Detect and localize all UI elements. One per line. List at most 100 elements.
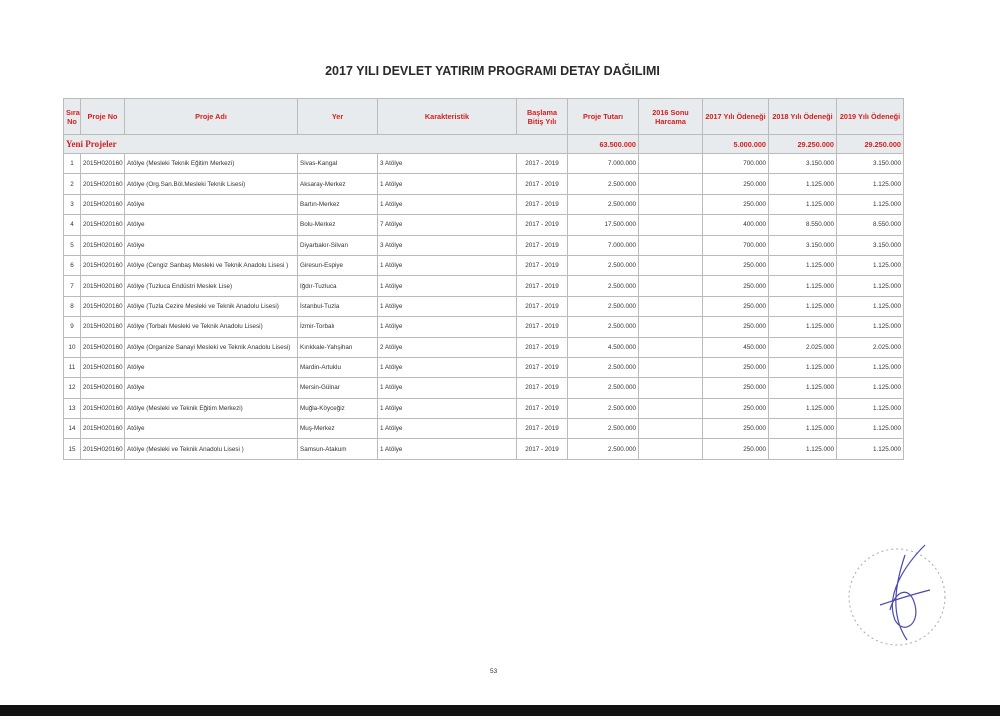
- table-cell: İzmir-Torbalı: [297, 316, 378, 338]
- table-cell: 2015H020160: [80, 275, 125, 297]
- table-cell: 1.125.000: [836, 316, 904, 338]
- table-cell: [638, 316, 703, 338]
- table-cell: [638, 275, 703, 297]
- table-cell: 1 Atölye: [377, 316, 517, 338]
- table-row: 1 2015H020160 Atölye (Mesleki Teknik Eğiti…: [63, 152, 904, 175]
- table-cell: 1.125.000: [768, 275, 837, 297]
- column-header: 2019 Yılı Ödeneği: [836, 98, 904, 135]
- table-cell: 450.000: [702, 336, 769, 358]
- table-cell: 3.150.000: [768, 152, 837, 175]
- table-header: Sıra No Proje No Proje Adı Yer Karakteristik…: [63, 98, 904, 135]
- table-cell: Atölye: [124, 418, 298, 440]
- table-cell: 2015H020160: [80, 316, 125, 338]
- table-cell: 1 Atölye: [377, 418, 517, 440]
- table-row: 11 2015H020160 Atölye Mardin-Artuklu 1 Atöly…: [63, 356, 904, 379]
- table-row: 10 2015H020160 Atölye (Organize Sanayi Mes…: [63, 336, 904, 358]
- table-cell: 250.000: [702, 397, 769, 420]
- table-cell: 2017 - 2019: [516, 418, 568, 440]
- table-cell: Atölye: [124, 193, 298, 216]
- table-cell: Atölye (Org.San.Böl.Mesleki Teknik Lises…: [124, 173, 298, 195]
- table-cell: 1.125.000: [768, 438, 837, 460]
- table-cell: 14: [63, 418, 81, 440]
- group-2018: 29.250.000: [768, 134, 837, 154]
- table-cell: 1.125.000: [836, 275, 904, 297]
- table-cell: 1.125.000: [836, 377, 904, 399]
- column-header: Proje No: [80, 98, 125, 135]
- table-cell: Atölye: [124, 356, 298, 379]
- table-cell: 1.125.000: [836, 173, 904, 195]
- table-cell: 2015H020160: [80, 356, 125, 379]
- table-cell: 2015H020160: [80, 418, 125, 440]
- table-cell: [638, 173, 703, 195]
- table-cell: Mardin-Artuklu: [297, 356, 378, 379]
- table-cell: Atölye: [124, 214, 298, 236]
- table-cell: Mersin-Gülnar: [297, 377, 378, 399]
- table-cell: 1.125.000: [836, 438, 904, 460]
- table-cell: Diyarbakır-Silvan: [297, 234, 378, 256]
- table-cell: 2.500.000: [567, 397, 639, 420]
- table-cell: 700.000: [702, 152, 769, 175]
- table-cell: 1 Atölye: [377, 173, 517, 195]
- table-cell: 2.500.000: [567, 295, 639, 318]
- table-cell: 2.500.000: [567, 275, 639, 297]
- table-cell: 250.000: [702, 356, 769, 379]
- table-cell: 1 Atölye: [377, 275, 517, 297]
- table-cell: 11: [63, 356, 81, 379]
- table-cell: 2017 - 2019: [516, 377, 568, 399]
- table-cell: 2.500.000: [567, 173, 639, 195]
- table-cell: 17.500.000: [567, 214, 639, 236]
- column-header: Proje Adı: [124, 98, 298, 135]
- table-cell: 2017 - 2019: [516, 152, 568, 175]
- table-cell: 2.025.000: [836, 336, 904, 358]
- page-number: 53: [490, 668, 498, 675]
- table-cell: 2015H020160: [80, 377, 125, 399]
- table-row: 6 2015H020160 Atölye (Cengiz Sanbaş Meslek…: [63, 254, 904, 277]
- column-header: 2017 Yılı Ödeneği: [702, 98, 769, 135]
- table-cell: 2.500.000: [567, 356, 639, 379]
- table-cell: 3.150.000: [768, 234, 837, 256]
- table-cell: 8: [63, 295, 81, 318]
- table-cell: 250.000: [702, 295, 769, 318]
- table-row: 3 2015H020160 Atölye Bartın-Merkez 1 Atölye 2…: [63, 193, 904, 216]
- table-cell: 1 Atölye: [377, 193, 517, 216]
- table-cell: 1.125.000: [836, 418, 904, 440]
- table-cell: Sivas-Kangal: [297, 152, 378, 175]
- group-2017: 5.000.000: [702, 134, 769, 154]
- table-cell: 3.150.000: [836, 234, 904, 256]
- table-cell: 3: [63, 193, 81, 216]
- table-cell: Atölye (Tuzla Cezire Mesleki ve Teknik A…: [124, 295, 298, 318]
- table-cell: Atölye: [124, 377, 298, 399]
- table-row: 2 2015H020160 Atölye (Org.San.Böl.Mesleki …: [63, 173, 904, 195]
- table-cell: [638, 397, 703, 420]
- table-cell: 2.500.000: [567, 418, 639, 440]
- table-cell: 7.000.000: [567, 234, 639, 256]
- table-cell: 1.125.000: [836, 397, 904, 420]
- table-cell: 2017 - 2019: [516, 397, 568, 420]
- table-cell: 2017 - 2019: [516, 214, 568, 236]
- table-cell: 1 Atölye: [377, 254, 517, 277]
- table-cell: 2015H020160: [80, 336, 125, 358]
- table-row: 9 2015H020160 Atölye (Torbalı Mesleki ve T…: [63, 316, 904, 338]
- table-cell: Bartın-Merkez: [297, 193, 378, 216]
- table-cell: 1 Atölye: [377, 377, 517, 399]
- table-cell: [638, 254, 703, 277]
- column-header: Proje Tutarı: [567, 98, 639, 135]
- table-cell: 4.500.000: [567, 336, 639, 358]
- table-cell: 2017 - 2019: [516, 316, 568, 338]
- table-cell: 2017 - 2019: [516, 173, 568, 195]
- table-cell: 15: [63, 438, 81, 460]
- table-cell: 2015H020160: [80, 295, 125, 318]
- table-cell: Samsun-Atakum: [297, 438, 378, 460]
- table-row: 5 2015H020160 Atölye Diyarbakır-Silvan 3 Atö…: [63, 234, 904, 256]
- table-cell: 3 Atölye: [377, 234, 517, 256]
- table-cell: 1.125.000: [768, 173, 837, 195]
- table-cell: [638, 152, 703, 175]
- table-cell: 1.125.000: [768, 356, 837, 379]
- table-cell: 2015H020160: [80, 234, 125, 256]
- table-cell: 2017 - 2019: [516, 438, 568, 460]
- table-cell: 2015H020160: [80, 173, 125, 195]
- table-cell: 6: [63, 254, 81, 277]
- table-cell: 10: [63, 336, 81, 358]
- investment-table: Sıra No Proje No Proje Adı Yer Karakteristik…: [63, 98, 904, 460]
- table-cell: 400.000: [702, 214, 769, 236]
